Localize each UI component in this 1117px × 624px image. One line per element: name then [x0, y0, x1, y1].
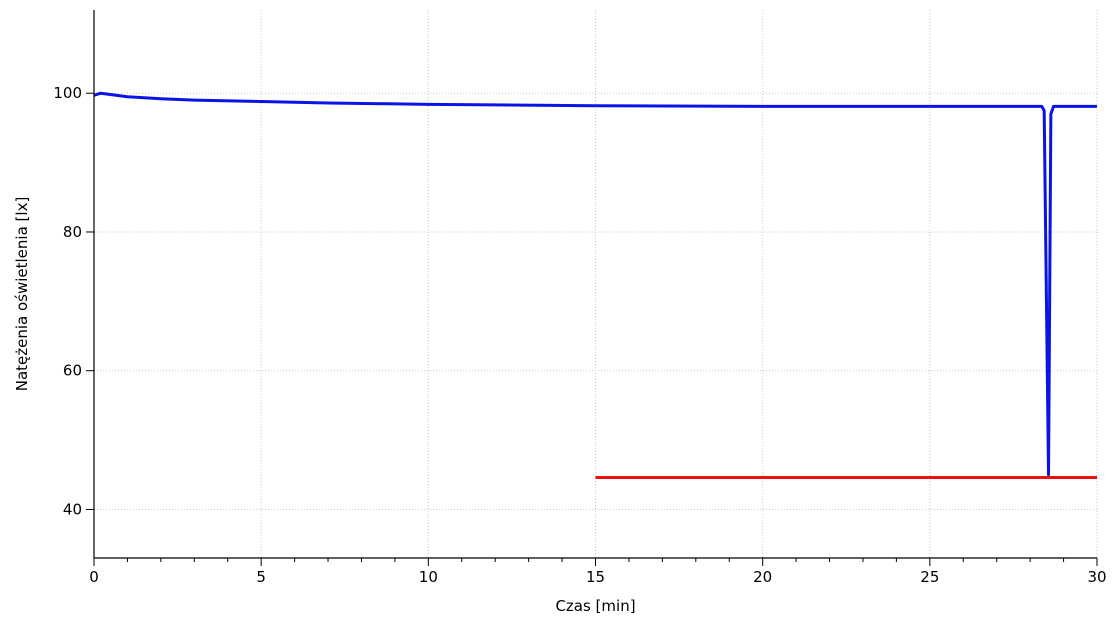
y-tick-label: 40 — [63, 500, 82, 518]
x-tick-label: 25 — [920, 568, 939, 586]
x-axis-title: Czas [min] — [555, 597, 635, 615]
ticks: 0 5 10 15 20 25 30 40 60 80 100 — [53, 84, 1106, 586]
x-tick-label: 10 — [419, 568, 438, 586]
series-layer — [93, 91, 1097, 480]
x-tick-label: 15 — [586, 568, 605, 586]
x-tick-label: 30 — [1087, 568, 1106, 586]
y-tick-label: 60 — [63, 362, 82, 380]
y-tick-label: 100 — [53, 84, 82, 102]
x-tick-label: 0 — [89, 568, 99, 586]
y-tick-label: 80 — [63, 223, 82, 241]
y-axis-title: Natężenia oświetlenia [lx] — [13, 197, 31, 392]
series-line-1 — [93, 91, 1097, 477]
grid — [94, 10, 1098, 558]
x-tick-label: 5 — [256, 568, 266, 586]
x-tick-label: 20 — [753, 568, 772, 586]
